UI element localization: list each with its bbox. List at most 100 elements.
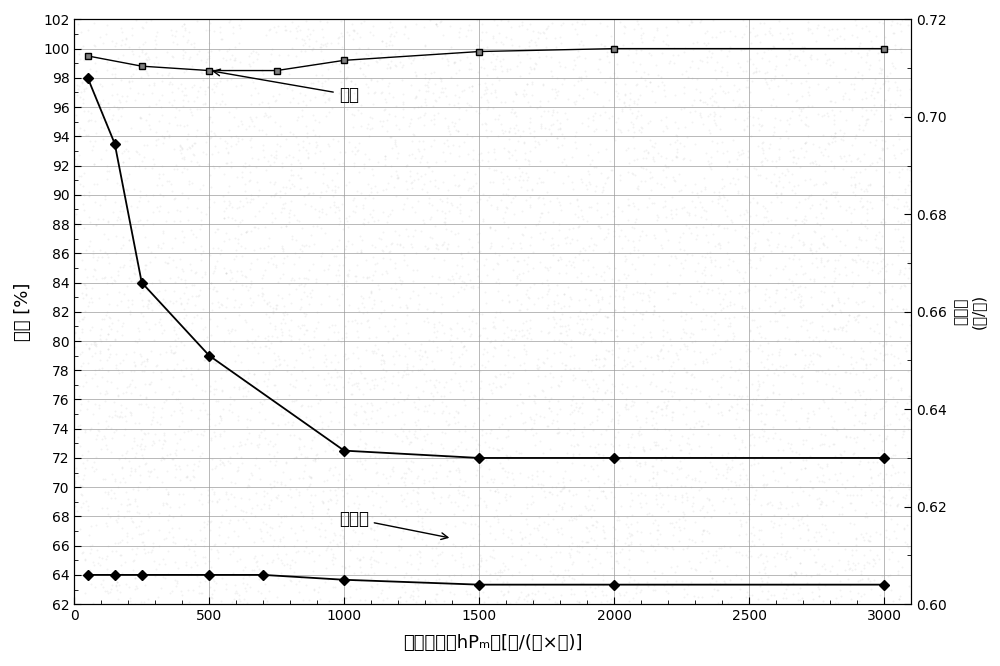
Point xyxy=(138,47,154,58)
Point xyxy=(750,343,766,354)
Point xyxy=(686,406,702,416)
Point xyxy=(532,411,548,422)
Point xyxy=(760,585,776,596)
Point xyxy=(410,574,426,585)
Point xyxy=(187,137,203,148)
Point xyxy=(363,524,379,535)
Point xyxy=(368,348,384,359)
Point xyxy=(327,484,343,495)
Point xyxy=(769,242,785,252)
Point xyxy=(740,107,756,117)
Point xyxy=(212,99,228,109)
Point xyxy=(759,370,775,380)
Point xyxy=(339,270,355,280)
Point xyxy=(314,207,330,218)
Point xyxy=(368,488,384,499)
Point xyxy=(696,525,712,535)
Point xyxy=(524,490,540,501)
Point xyxy=(504,333,520,344)
Point xyxy=(669,15,685,25)
Point xyxy=(348,378,364,388)
Point xyxy=(297,372,313,383)
Point xyxy=(516,137,532,148)
Point xyxy=(387,429,403,440)
Point xyxy=(628,66,644,77)
Point xyxy=(594,186,610,197)
Point xyxy=(882,99,898,110)
Point xyxy=(567,99,583,109)
Point xyxy=(603,487,619,498)
Point xyxy=(701,527,717,538)
Point xyxy=(251,564,267,575)
Point xyxy=(892,266,908,277)
Point xyxy=(544,418,560,428)
Point xyxy=(346,25,362,36)
Point xyxy=(721,156,737,166)
Point xyxy=(286,180,302,191)
Point xyxy=(603,593,619,604)
Point xyxy=(299,291,315,302)
Point xyxy=(410,391,426,402)
Point xyxy=(220,147,236,158)
Point xyxy=(748,67,764,77)
Point xyxy=(224,212,240,223)
Point xyxy=(355,271,371,282)
Point xyxy=(844,254,860,264)
Point xyxy=(190,85,206,96)
Point xyxy=(707,308,723,318)
Point xyxy=(727,31,743,42)
Point xyxy=(763,246,779,256)
Point xyxy=(753,105,769,115)
Point xyxy=(592,304,608,315)
Point xyxy=(355,292,371,303)
Point xyxy=(93,112,109,123)
Point xyxy=(552,313,568,324)
Point xyxy=(427,221,443,232)
Point xyxy=(597,386,613,397)
Point xyxy=(495,577,511,587)
Point xyxy=(550,297,566,308)
Point xyxy=(449,333,465,344)
Point xyxy=(372,53,388,64)
Point xyxy=(300,189,316,200)
Point xyxy=(830,488,846,498)
Point xyxy=(550,526,566,537)
Point xyxy=(193,313,209,324)
Point xyxy=(882,330,898,341)
Point xyxy=(591,326,607,337)
Point xyxy=(516,344,532,354)
Point xyxy=(774,70,790,81)
Point xyxy=(670,50,686,61)
Point xyxy=(803,245,819,256)
Point xyxy=(571,448,587,459)
Point xyxy=(437,207,453,218)
Point xyxy=(441,45,457,56)
Point xyxy=(222,54,238,65)
Point xyxy=(577,293,593,304)
Point xyxy=(99,376,115,387)
Point xyxy=(351,138,367,149)
Point xyxy=(590,220,606,231)
Point xyxy=(866,554,882,565)
Point xyxy=(756,482,772,493)
Point xyxy=(620,215,636,226)
Point xyxy=(843,172,859,182)
Point xyxy=(242,135,258,146)
Point xyxy=(719,247,735,258)
Point xyxy=(353,108,369,119)
Point xyxy=(596,328,612,338)
Point xyxy=(526,126,542,137)
Point xyxy=(301,138,317,149)
Point xyxy=(385,91,401,102)
Point xyxy=(334,525,350,535)
Point xyxy=(877,261,893,272)
Point xyxy=(788,158,804,168)
Point xyxy=(516,137,532,148)
Point xyxy=(819,458,835,469)
Point xyxy=(409,265,425,276)
Point xyxy=(438,377,454,388)
Point xyxy=(395,89,411,99)
Point xyxy=(212,22,228,33)
Point xyxy=(848,533,864,543)
Point xyxy=(508,597,524,607)
